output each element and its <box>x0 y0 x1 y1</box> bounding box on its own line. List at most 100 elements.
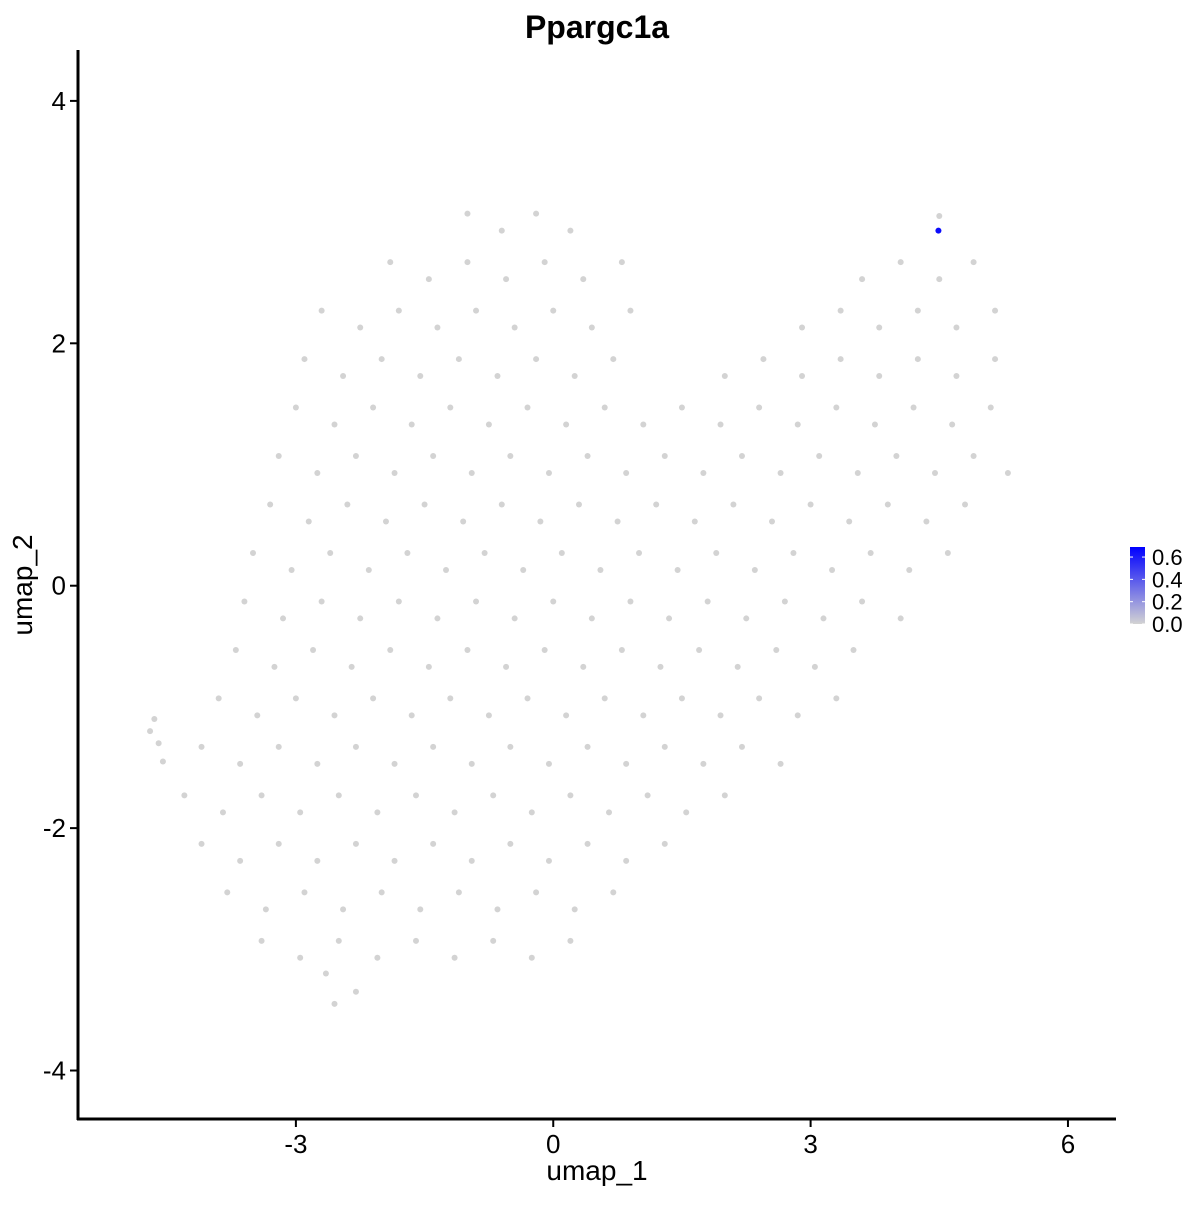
color-legend: 0.00.20.40.6 <box>1130 545 1183 637</box>
cell-point <box>344 501 351 508</box>
expressed-cell-point <box>935 227 942 234</box>
cell-point <box>944 549 951 556</box>
cell-point <box>378 889 385 896</box>
y-tick-label: -2 <box>43 813 66 843</box>
cell-point <box>219 809 226 816</box>
cell-point <box>691 518 698 525</box>
cell-point <box>434 324 441 331</box>
cell-point <box>352 840 359 847</box>
cell-point <box>884 501 891 508</box>
cell-point <box>340 373 347 380</box>
cell-point <box>387 646 394 653</box>
cell-point <box>571 373 578 380</box>
colorbar-label: 0.2 <box>1152 590 1183 615</box>
cell-point <box>378 356 385 363</box>
x-axis-label: umap_1 <box>546 1155 647 1186</box>
cell-point <box>876 373 883 380</box>
cell-point <box>241 598 248 605</box>
cell-point <box>704 598 711 605</box>
cell-point <box>443 566 450 573</box>
cell-point <box>910 404 917 411</box>
cell-point <box>550 598 557 605</box>
cell-point <box>357 615 364 622</box>
cell-point <box>425 276 432 283</box>
cell-point <box>370 404 377 411</box>
colorbar <box>1130 547 1145 624</box>
cell-point <box>893 453 900 460</box>
cell-point <box>254 712 261 719</box>
cell-point <box>404 549 411 556</box>
cell-point <box>155 740 162 747</box>
cell-point <box>524 404 531 411</box>
cell-point <box>250 549 257 556</box>
cell-point <box>606 809 613 816</box>
cell-point <box>520 566 527 573</box>
cell-point <box>391 760 398 767</box>
y-ticks: -4 -2 0 2 4 <box>43 86 78 1086</box>
cell-point <box>657 663 664 670</box>
cell-point <box>640 421 647 428</box>
cell-point <box>721 792 728 799</box>
cell-point <box>292 404 299 411</box>
cell-point <box>563 712 570 719</box>
cell-point <box>430 840 437 847</box>
cell-point <box>430 743 437 750</box>
cell-point <box>498 227 505 234</box>
cell-point <box>781 598 788 605</box>
cell-point <box>584 840 591 847</box>
cell-point <box>314 857 321 864</box>
cell-point <box>275 743 282 750</box>
cell-point <box>666 615 673 622</box>
cell-point <box>623 469 630 476</box>
cell-point <box>485 712 492 719</box>
cell-point <box>833 695 840 702</box>
cell-point <box>464 646 471 653</box>
cell-point <box>962 501 969 508</box>
cell-point <box>297 809 304 816</box>
cell-point <box>533 210 540 217</box>
cell-point <box>258 937 265 944</box>
cell-point <box>511 324 518 331</box>
cell-point <box>490 792 497 799</box>
cell-point <box>760 356 767 363</box>
cell-point <box>391 469 398 476</box>
cell-point <box>992 307 999 314</box>
cell-point <box>151 716 158 723</box>
cell-point <box>301 889 308 896</box>
cell-point <box>987 404 994 411</box>
cell-point <box>769 518 776 525</box>
cell-point <box>897 615 904 622</box>
cell-point <box>451 954 458 961</box>
cell-point <box>430 453 437 460</box>
cell-point <box>395 307 402 314</box>
cell-point <box>661 840 668 847</box>
cell-point <box>614 518 621 525</box>
cell-point <box>859 276 866 283</box>
cell-point <box>661 453 668 460</box>
cell-point <box>288 566 295 573</box>
y-tick-label: 0 <box>52 571 66 601</box>
y-tick-label: 2 <box>52 328 66 358</box>
cell-point <box>859 598 866 605</box>
x-tick-label: 3 <box>803 1129 817 1159</box>
cell-point <box>906 566 913 573</box>
cell-point <box>490 937 497 944</box>
cell-point <box>524 695 531 702</box>
cell-point <box>751 566 758 573</box>
cell-point <box>507 840 514 847</box>
cell-point <box>567 937 574 944</box>
cell-point <box>468 760 475 767</box>
cell-point <box>567 792 574 799</box>
cell-point <box>434 615 441 622</box>
cell-point <box>314 469 321 476</box>
cell-point <box>833 404 840 411</box>
points-layer <box>147 210 1011 1007</box>
cell-point <box>567 227 574 234</box>
cell-point <box>970 259 977 266</box>
cell-point <box>700 760 707 767</box>
cell-point <box>468 857 475 864</box>
cell-point <box>417 373 424 380</box>
cell-point <box>485 421 492 428</box>
cell-point <box>494 373 501 380</box>
